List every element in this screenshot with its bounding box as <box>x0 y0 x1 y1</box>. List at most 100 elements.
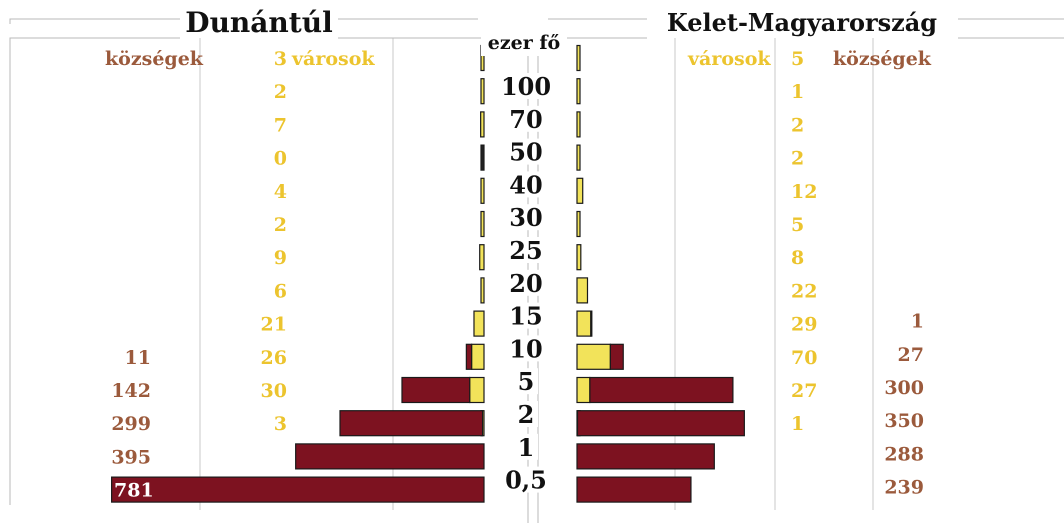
center-label: ezer fő <box>488 32 560 54</box>
bar-right-towns-10 <box>576 376 591 404</box>
label-right-towns-10: 27 <box>791 380 817 402</box>
label-right-towns-3: 2 <box>791 148 804 170</box>
bar-left-towns-8 <box>473 310 485 337</box>
size-label-5: 25 <box>509 236 542 265</box>
bar-right-towns-8 <box>576 310 592 337</box>
size-label-1: 70 <box>509 105 542 134</box>
left-title: Dunántúl <box>185 6 332 39</box>
bar-right-towns-2 <box>576 111 581 138</box>
size-label-8: 10 <box>509 334 542 363</box>
right-title: Kelet-Magyarország <box>667 8 937 37</box>
size-label-12: 0,5 <box>505 466 547 495</box>
size-label-bg-8 <box>508 335 544 362</box>
size-label-bg-4 <box>508 204 544 231</box>
bar-left-towns-2 <box>480 111 485 138</box>
label-left-villages-9: 11 <box>125 347 151 369</box>
bar-left-towns-9 <box>471 343 485 370</box>
right-header-villages: községek <box>833 48 932 70</box>
label-left-towns-10: 30 <box>261 380 287 402</box>
bar-left-towns-6 <box>479 244 485 271</box>
size-label-0: 100 <box>501 72 551 101</box>
label-left-towns-0: 3 <box>274 48 287 70</box>
bar-left-villages-11 <box>339 410 484 437</box>
label-right-towns-11: 1 <box>791 413 804 435</box>
size-label-bg-11 <box>514 433 538 460</box>
size-label-bg-2 <box>508 138 544 165</box>
size-label-bg-0 <box>502 73 550 99</box>
size-label-bg-7 <box>508 302 544 329</box>
bar-left-towns-10 <box>469 376 485 404</box>
bar-right-villages-13 <box>576 476 692 503</box>
left-header-villages: községek <box>105 48 204 70</box>
bar-left-villages-9 <box>465 343 473 370</box>
label-right-villages-13: 239 <box>884 477 924 499</box>
size-label-bg-1 <box>508 105 544 132</box>
label-right-towns-4: 12 <box>791 181 817 203</box>
bar-right-villages-12 <box>576 443 715 470</box>
size-label-9: 5 <box>518 367 535 396</box>
size-label-11: 1 <box>518 433 535 462</box>
label-right-towns-1: 1 <box>791 81 804 103</box>
bar-left-towns-7 <box>480 277 485 304</box>
label-left-towns-1: 2 <box>274 81 287 103</box>
label-right-villages-10: 300 <box>884 377 924 399</box>
bar-right-towns-4 <box>576 177 584 204</box>
bar-left-towns-4 <box>480 177 485 204</box>
bar-right-towns-0 <box>576 44 581 72</box>
label-left-towns-9: 26 <box>261 347 287 369</box>
bar-left-towns-1 <box>480 78 485 105</box>
bar-left-towns-5 <box>480 210 485 238</box>
bar-left-villages-13 <box>111 476 485 503</box>
size-label-10: 2 <box>518 400 535 429</box>
size-label-bg-6 <box>508 269 544 296</box>
bars <box>111 44 745 503</box>
bar-left-villages-12 <box>295 443 485 470</box>
size-label-3: 40 <box>509 170 542 199</box>
label-left-towns-2: 7 <box>274 114 287 136</box>
size-label-2: 50 <box>509 138 542 167</box>
bar-right-villages-9 <box>609 343 624 370</box>
size-label-4: 30 <box>509 203 542 232</box>
label-right-towns-7: 22 <box>791 280 817 302</box>
label-left-towns-5: 2 <box>274 214 287 236</box>
label-left-towns-7: 6 <box>274 280 287 302</box>
label-left-villages-12: 395 <box>111 446 151 468</box>
size-label-7: 15 <box>509 302 542 331</box>
chart-frame <box>9 18 1064 523</box>
label-right-towns-6: 8 <box>791 247 804 269</box>
size-label-bg-10 <box>514 401 538 427</box>
bar-left-villages-10 <box>401 376 471 404</box>
bar-right-towns-6 <box>576 244 582 271</box>
label-right-villages-8: 1 <box>911 311 924 333</box>
bar-right-towns-7 <box>576 277 589 304</box>
label-right-villages-12: 288 <box>884 443 924 465</box>
left-header-towns: városok <box>291 48 375 70</box>
label-left-towns-4: 4 <box>274 181 287 203</box>
label-right-towns-5: 5 <box>791 214 804 236</box>
bar-right-towns-9 <box>576 343 611 370</box>
label-right-towns-0: 5 <box>791 48 804 70</box>
left-title-rule <box>9 18 180 24</box>
label-right-villages-11: 350 <box>884 410 924 432</box>
size-label-6: 20 <box>509 269 542 298</box>
bar-right-towns-5 <box>576 210 581 238</box>
bar-right-villages-10 <box>589 376 734 404</box>
label-right-towns-9: 70 <box>791 347 817 369</box>
label-left-villages-13: 781 <box>114 480 154 502</box>
label-right-towns-2: 2 <box>791 114 804 136</box>
bar-left-towns-3 <box>480 144 485 171</box>
label-left-towns-6: 9 <box>274 247 287 269</box>
label-left-villages-11: 299 <box>111 413 151 435</box>
label-left-towns-3: 0 <box>274 148 287 170</box>
bar-right-towns-3 <box>576 144 581 171</box>
right-header-towns: városok <box>687 48 771 70</box>
label-right-villages-9: 27 <box>898 344 924 366</box>
size-label-bg-12 <box>502 466 550 493</box>
size-label-bg-3 <box>508 171 544 198</box>
bar-right-villages-8 <box>590 310 593 337</box>
center-label-bg <box>481 28 567 56</box>
label-right-towns-8: 29 <box>791 314 817 336</box>
left-frame <box>9 37 180 505</box>
bar-right-towns-1 <box>576 78 581 105</box>
